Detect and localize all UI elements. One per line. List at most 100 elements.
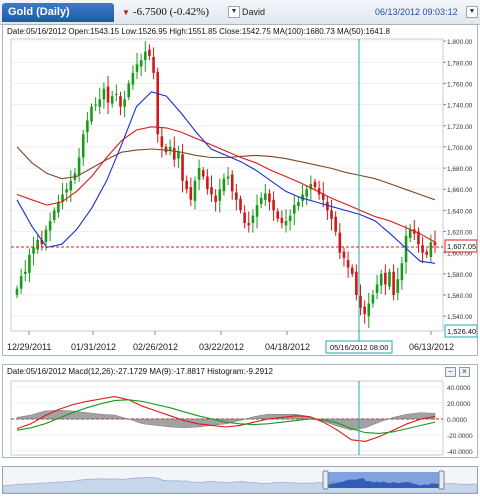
crosshair-date-box [325, 340, 393, 354]
y-tick-label: 1,740.00 [447, 103, 473, 110]
candle-body [40, 240, 44, 245]
macd-y-tick-label: 0.0000 [447, 417, 467, 424]
navigator-right-handle[interactable] [438, 470, 445, 490]
candle-body [218, 189, 222, 201]
candle-body [400, 263, 404, 281]
candle-body [235, 192, 238, 200]
candle-body [255, 205, 259, 217]
candle-body [276, 211, 280, 219]
candle-body [305, 189, 309, 197]
candle-body [359, 296, 362, 308]
chevron-down-icon[interactable]: ▼ [228, 6, 240, 18]
candle-body [280, 217, 284, 224]
candle-body [388, 271, 391, 287]
macd-y-tick-label: -40.0000 [447, 449, 473, 456]
y-tick-label: 1,800.00 [447, 39, 473, 46]
candle-body [69, 180, 73, 191]
candle-body [44, 229, 48, 243]
y-tick-label: 1,760.00 [447, 81, 473, 88]
candle-body [168, 146, 172, 151]
ma-20-line [16, 91, 436, 264]
candle-body [272, 199, 275, 211]
current-price-box [444, 239, 477, 253]
candle-body [317, 188, 321, 195]
current-price-label: 1,607.05 [447, 242, 476, 251]
candle-body [181, 154, 184, 181]
candle-body [309, 183, 313, 190]
navigator-selected-area [328, 478, 439, 488]
y-tick-label: 1,580.00 [447, 272, 473, 279]
candle-body [156, 71, 160, 135]
price-chart[interactable]: 1,800.00 1,780.00 1,760.00 1,740.00 1,720.00… [3, 25, 477, 355]
price-info-line: Date:05/16/2012 Open:1543.15 Low:1526.95… [7, 27, 390, 36]
y-tick-label: 1,680.00 [447, 166, 473, 173]
candle-body [152, 56, 155, 73]
candle-body [86, 120, 89, 133]
macd-chart[interactable]: 40.0000 20.0000 0.0000 -20.0000 -40.0000 [3, 365, 477, 457]
candle-body [425, 251, 429, 255]
candle-body [342, 251, 346, 258]
candle-body [288, 215, 292, 221]
candle-body [206, 176, 209, 190]
menu-dropdown-icon[interactable]: ▼ [466, 6, 478, 18]
y-tick-label: 1,660.00 [447, 187, 473, 194]
ma-50-line [16, 126, 436, 243]
navigator-left-handle[interactable] [322, 470, 329, 490]
candle-body [392, 271, 395, 296]
macd-panel[interactable]: Date:05/16/2012 Macd(12,26):-27.1729 MA(… [2, 364, 478, 458]
candle-body [334, 216, 337, 232]
y-tick-label: 1,600.00 [447, 251, 473, 258]
y-tick-label: 1,620.00 [447, 230, 473, 237]
candle-body [313, 181, 317, 188]
candle-body [48, 220, 52, 231]
navigator-chart[interactable] [3, 467, 477, 493]
down-arrow-icon: ▼ [122, 8, 130, 17]
candle-body [23, 271, 27, 274]
candle-body [106, 86, 110, 103]
candle-body [177, 152, 180, 159]
candle-body [81, 134, 85, 158]
macd-y-tick-label: 20.0000 [447, 401, 471, 408]
candle-body [384, 272, 387, 285]
chart-title-tab[interactable]: Gold (Daily) [2, 3, 114, 22]
candle-body [119, 96, 122, 107]
x-tick-label: 02/26/2012 [133, 342, 178, 352]
candle-body [226, 176, 230, 179]
candle-body [61, 194, 64, 202]
candle-body [239, 198, 242, 211]
candle-body [115, 94, 118, 96]
minimize-panel-button[interactable]: − [445, 367, 456, 377]
candle-body [338, 232, 342, 253]
candle-body [189, 187, 193, 200]
y-tick-label: 1,560.00 [447, 293, 473, 300]
candle-body [98, 99, 102, 107]
y-tick-label: 1,700.00 [447, 145, 473, 152]
candle-body [193, 180, 197, 201]
candle-body [417, 231, 420, 245]
candle-body [421, 245, 424, 253]
macd-y-tick-label: 40.0000 [447, 385, 471, 392]
macd-info-line: Date:05/16/2012 Macd(12,26):-27.1729 MA(… [7, 367, 273, 376]
candle-body [28, 254, 31, 273]
candle-body [363, 306, 366, 315]
top-bar: Gold (Daily) ▼ -6.7500 (-0.42%) ▼ David 0… [0, 0, 480, 25]
close-panel-button[interactable]: × [459, 367, 470, 377]
macd-signal-line [16, 399, 436, 434]
price-chart-panel[interactable]: Date:05/16/2012 Open:1543.15 Low:1526.95… [2, 24, 478, 356]
x-tick-label: 06/13/2012 [409, 342, 454, 352]
candle-body [148, 49, 151, 56]
candle-body [321, 193, 325, 200]
x-tick-label: 12/29/2011 [7, 342, 51, 352]
candle-body [57, 201, 60, 213]
candle-body [330, 210, 333, 219]
candle-body [135, 64, 139, 72]
candle-body [259, 197, 263, 205]
navigator-panel[interactable] [2, 466, 478, 494]
candle-body [210, 187, 213, 195]
crosshair-price-box [444, 324, 477, 338]
candle-body [160, 136, 164, 147]
candle-body [367, 303, 371, 317]
candle-body [19, 275, 23, 289]
candle-body [404, 235, 408, 263]
ma-100-line [16, 146, 436, 201]
